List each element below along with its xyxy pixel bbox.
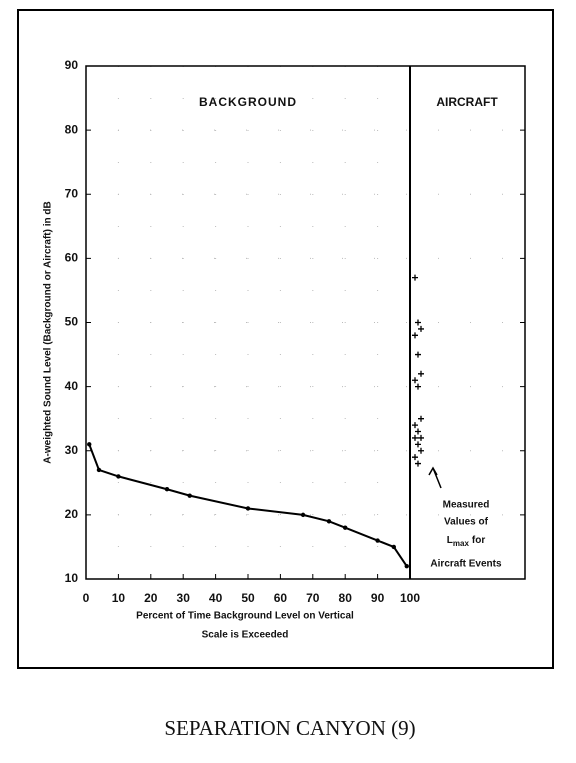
y-tick-label: 10 — [65, 571, 79, 585]
y-tick-label: 80 — [65, 122, 79, 136]
x-tick-label: 10 — [112, 591, 126, 605]
x-tick-label: 70 — [306, 591, 320, 605]
aircraft-point — [418, 447, 424, 454]
annotation: Measured — [443, 500, 490, 511]
background-point — [116, 474, 121, 479]
x-tick-label: 60 — [274, 591, 288, 605]
aircraft-point — [412, 422, 418, 429]
aircraft-point — [412, 434, 418, 441]
x-tick-label: 40 — [209, 591, 223, 605]
y-tick-label: 60 — [65, 251, 79, 265]
aircraft-point — [412, 274, 418, 281]
x-axis-label: Percent of Time Background Level on Vert… — [136, 611, 354, 622]
y-tick-label: 30 — [65, 443, 79, 457]
x-tick-label: 0 — [83, 591, 90, 605]
aircraft-point — [412, 332, 418, 339]
background-point — [300, 512, 306, 518]
background-point — [245, 506, 251, 511]
background-point — [96, 467, 102, 473]
aircraft-point — [418, 325, 424, 332]
x-tick-label: 90 — [371, 591, 385, 605]
background-point — [326, 519, 332, 524]
x-axis-label: Scale is Exceeded — [202, 630, 289, 641]
background-point — [87, 442, 92, 447]
aircraft-point — [415, 428, 421, 435]
annotation-text: for — [472, 535, 485, 546]
aircraft-point — [415, 351, 421, 358]
y-tick-label: 20 — [65, 507, 79, 521]
aircraft-point — [412, 377, 418, 384]
y-tick-label: 90 — [65, 58, 79, 72]
aircraft-point — [412, 454, 418, 461]
annotation-symbol: L — [447, 535, 453, 546]
background-point — [164, 487, 170, 492]
background-line — [88, 443, 408, 567]
annotation: Values of — [444, 517, 489, 528]
y-tick-label: 50 — [65, 315, 79, 329]
aircraft-point — [418, 415, 424, 422]
panel-title: BACKGROUND — [199, 95, 297, 109]
x-tick-label: 20 — [144, 591, 158, 605]
caption: SEPARATION CANYON (9) — [164, 716, 415, 740]
aircraft-point — [415, 319, 421, 326]
background-point — [391, 544, 396, 550]
aircraft-point — [418, 434, 424, 441]
x-tick-label: 30 — [177, 591, 191, 605]
panel-title: AIRCRAFT — [436, 95, 498, 109]
y-tick-label: 70 — [65, 186, 79, 200]
annotation-subscript: max — [453, 539, 470, 548]
annotation: Aircraft Events — [430, 559, 502, 570]
y-axis-label: A-weighted Sound Level (Background or Ai… — [43, 201, 54, 463]
background-point — [187, 493, 192, 498]
background-point — [343, 525, 348, 530]
background-point — [375, 538, 380, 543]
aircraft-point — [415, 383, 421, 390]
x-tick-label: 50 — [241, 591, 255, 605]
x-tick-label: 80 — [339, 591, 353, 605]
aircraft-point — [415, 460, 421, 467]
aircraft-point — [418, 370, 424, 377]
annotation: Lmax for — [447, 535, 486, 548]
x-tick-label: 100 — [400, 591, 420, 605]
background-point — [404, 563, 409, 569]
aircraft-point — [415, 441, 421, 448]
frame — [17, 9, 554, 669]
y-tick-label: 40 — [65, 379, 79, 393]
annotation-arrow — [428, 466, 442, 489]
